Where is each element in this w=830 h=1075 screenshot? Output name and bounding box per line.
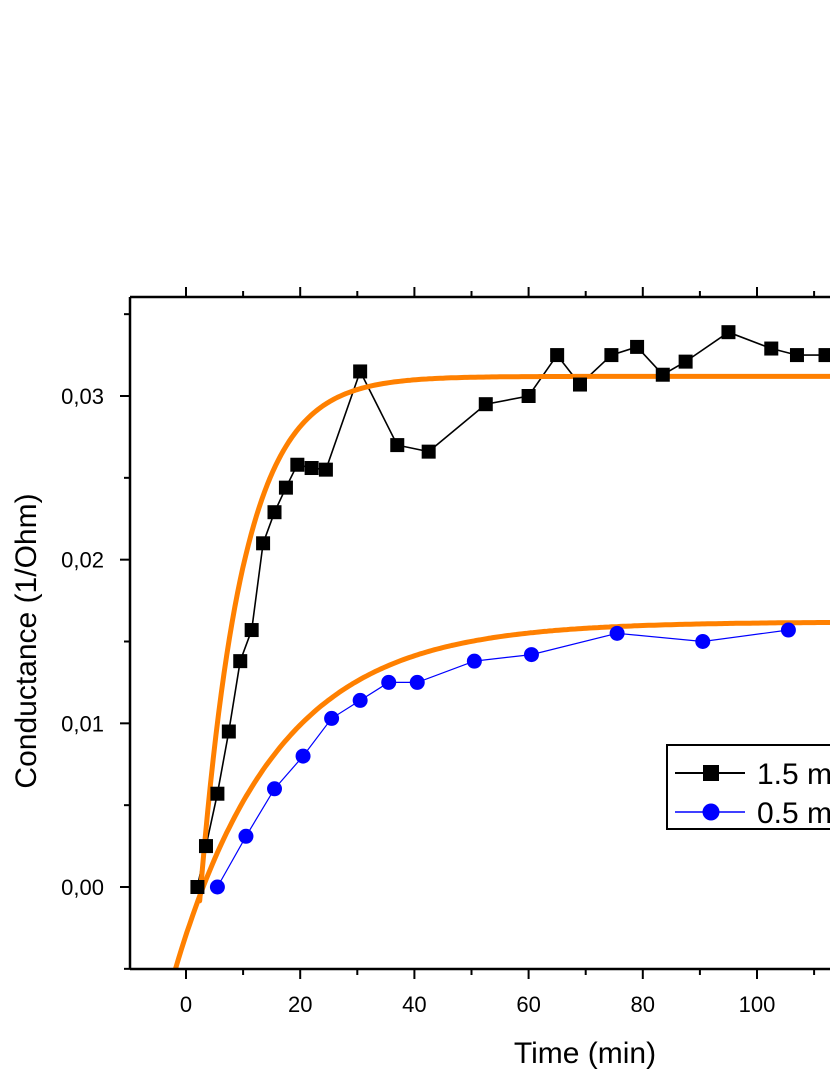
data-point-square [198,839,213,854]
y-tick-label: 0,01 [61,711,104,736]
plot-area [172,325,830,969]
data-point-square [630,339,645,354]
data-point-square [478,397,493,412]
data-point-circle [523,647,539,663]
data-point-circle [209,879,225,895]
legend-box [666,744,830,830]
data-point-square [304,461,319,476]
data-point-square [789,348,804,363]
data-point-circle [466,653,482,669]
data-point-circle [324,710,340,726]
data-point-square [278,480,293,495]
x-tick-label: 20 [288,992,312,1017]
data-point-circle [295,748,311,764]
data-point-square [764,341,779,356]
data-point-square [655,367,670,382]
data-point-circle [780,622,796,638]
data-point-square [221,724,236,739]
data-point-square [572,377,587,392]
legend-marker-square [703,765,719,781]
data-point-circle [352,692,368,708]
legend-label: 1.5 m [757,758,830,791]
x-tick-label: 0 [180,992,192,1017]
data-point-circle [409,674,425,690]
legend-label: 0.5 m [757,797,830,830]
axes: 0 20 40 60 80 100 0,00 0,01 0,02 0,03 Time (min) Co… [10,287,830,1070]
y-tick-label: 0,00 [61,875,104,900]
y-axis-title: Conductance (1/Ohm) [10,493,43,788]
data-point-square [210,786,225,801]
legend-marker-circle [702,803,720,821]
fit-curve-2 [172,619,830,969]
data-point-square [290,457,305,472]
data-point-square [521,389,536,403]
data-point-square [550,348,565,363]
data-point-square [256,536,271,551]
x-tick-label: 80 [631,992,655,1017]
data-point-square [267,505,282,520]
data-point-square [721,325,736,340]
x-tick-label: 40 [402,992,426,1017]
data-point-circle [381,674,397,690]
y-tick-label: 0,02 [61,548,104,573]
data-point-square [604,348,619,363]
data-point-circle [695,634,711,649]
x-tick-label: 100 [739,992,776,1017]
data-point-square [233,654,248,669]
data-point-square [390,438,405,453]
x-tick-label: 60 [516,992,540,1017]
data-point-square [421,444,436,459]
data-point-square [818,348,830,363]
x-axis-title: Time (min) [514,1037,656,1070]
fit-curve-1 [197,373,830,904]
data-point-square [244,623,259,638]
data-point-circle [267,781,283,797]
data-point-square [353,364,368,379]
data-point-square [318,462,333,477]
data-point-circle [238,828,254,844]
y-tick-label: 0,03 [61,384,104,409]
data-point-square [190,880,205,894]
data-point-square [678,354,693,369]
legend: 1.5 m 0.5 m [666,744,830,830]
data-point-circle [609,625,625,641]
